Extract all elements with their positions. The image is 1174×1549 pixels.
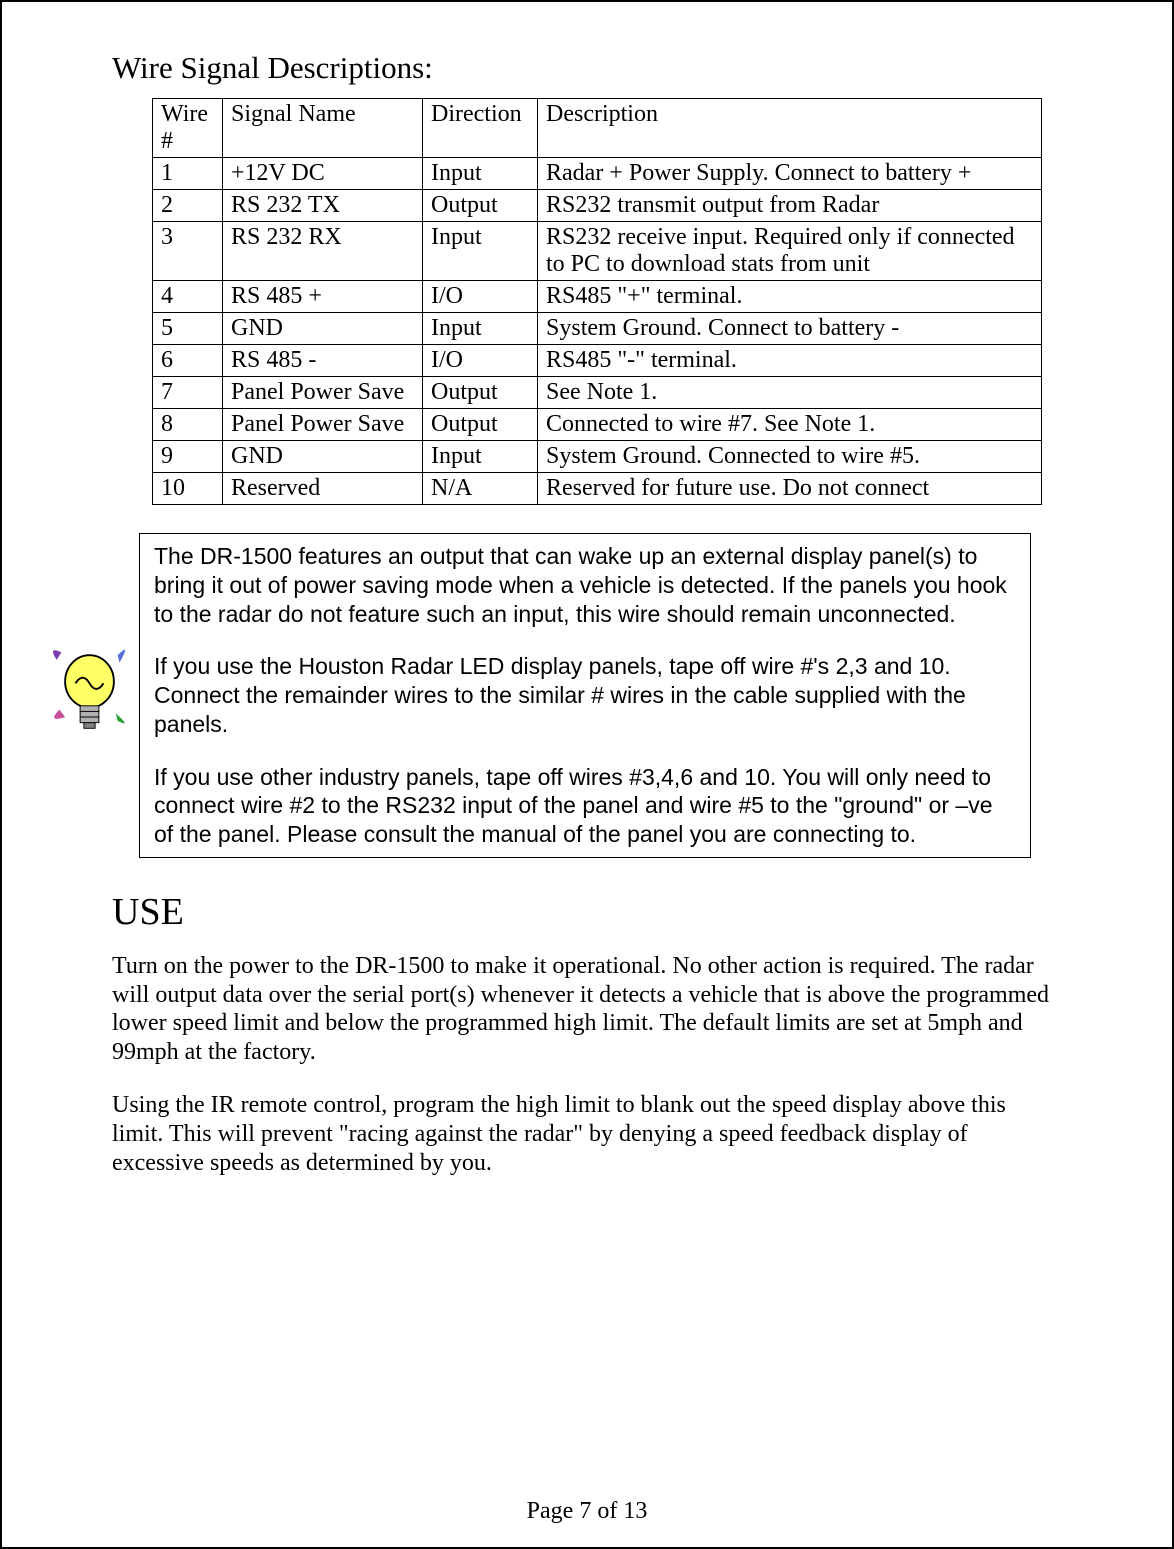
table-row: 7Panel Power SaveOutputSee Note 1. bbox=[153, 377, 1042, 409]
table-row: 5GNDInputSystem Ground. Connect to batte… bbox=[153, 313, 1042, 345]
table-row: 3RS 232 RXInputRS232 receive input. Requ… bbox=[153, 222, 1042, 281]
table-row: 4RS 485 +I/ORS485 "+" terminal. bbox=[153, 281, 1042, 313]
table-row: 8Panel Power SaveOutputConnected to wire… bbox=[153, 409, 1042, 441]
col-header: Direction bbox=[423, 99, 538, 158]
table-row: 2RS 232 TXOutputRS232 transmit output fr… bbox=[153, 190, 1042, 222]
table-row: 10ReservedN/AReserved for future use. Do… bbox=[153, 473, 1042, 505]
table-header-row: Wire # Signal Name Direction Description bbox=[153, 99, 1042, 158]
table-row: 6RS 485 -I/ORS485 "-" terminal. bbox=[153, 345, 1042, 377]
col-header: Signal Name bbox=[223, 99, 423, 158]
lightbulb-tip-icon bbox=[52, 633, 127, 748]
use-body: Turn on the power to the DR-1500 to make… bbox=[112, 952, 1062, 1178]
table-row: 9GNDInputSystem Ground. Connected to wir… bbox=[153, 441, 1042, 473]
note-box: The DR-1500 features an output that can … bbox=[139, 533, 1031, 858]
note-paragraph: The DR-1500 features an output that can … bbox=[154, 542, 1016, 628]
note-paragraph: If you use other industry panels, tape o… bbox=[154, 763, 1016, 849]
note-block: The DR-1500 features an output that can … bbox=[112, 533, 1062, 858]
section-heading: Wire Signal Descriptions: bbox=[112, 50, 1062, 86]
body-paragraph: Turn on the power to the DR-1500 to make… bbox=[112, 952, 1062, 1067]
wire-signal-table: Wire # Signal Name Direction Description… bbox=[152, 98, 1042, 505]
table-body: 1+12V DCInputRadar + Power Supply. Conne… bbox=[153, 158, 1042, 505]
note-paragraph: If you use the Houston Radar LED display… bbox=[154, 652, 1016, 738]
page-number: Page 7 of 13 bbox=[2, 1498, 1172, 1525]
use-heading: USE bbox=[112, 890, 1062, 934]
col-header: Wire # bbox=[153, 99, 223, 158]
table-row: 1+12V DCInputRadar + Power Supply. Conne… bbox=[153, 158, 1042, 190]
body-paragraph: Using the IR remote control, program the… bbox=[112, 1091, 1062, 1177]
page-container: Wire Signal Descriptions: Wire # Signal … bbox=[0, 0, 1174, 1549]
col-header: Description bbox=[538, 99, 1042, 158]
